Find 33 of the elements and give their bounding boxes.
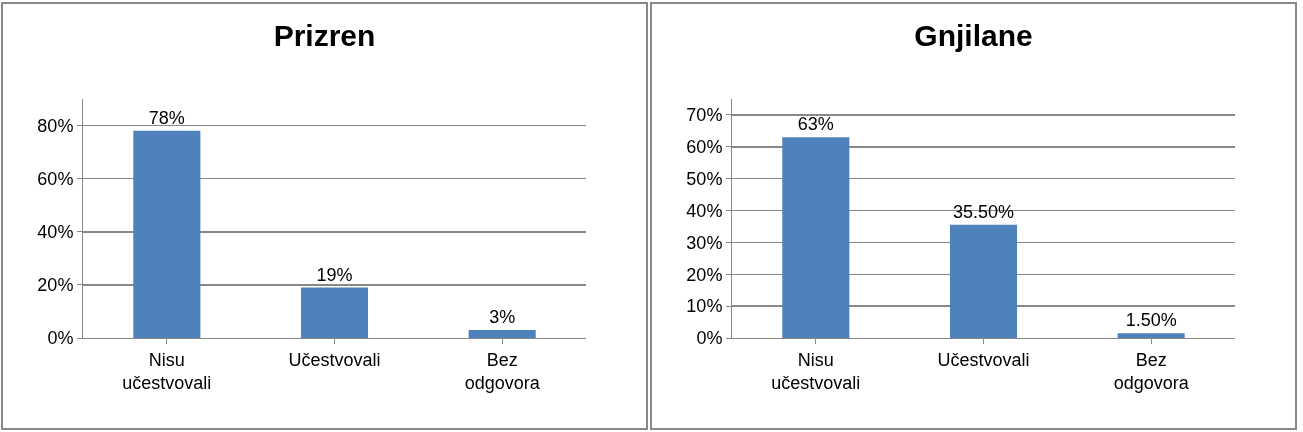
y-tick-label: 0%	[47, 328, 74, 349]
y-tick-label: 40%	[686, 200, 723, 221]
y-tick-label: 20%	[686, 264, 723, 285]
y-tick-label: 60%	[37, 168, 74, 189]
y-tick-label: 30%	[686, 232, 723, 253]
bar	[1117, 333, 1185, 338]
bar	[468, 330, 536, 338]
data-label: 1.50%	[1125, 310, 1177, 331]
x-tick-label: Učestvovali	[288, 349, 381, 370]
bar	[133, 130, 201, 338]
chart-title: Prizren	[273, 19, 376, 53]
y-tick-label: 60%	[686, 137, 723, 158]
y-tick-label: 10%	[686, 296, 723, 317]
bar	[782, 137, 850, 338]
y-tick-label: 0%	[696, 328, 723, 349]
x-tick-label: Učestvovali	[937, 349, 1030, 370]
y-tick-label: 40%	[37, 222, 74, 243]
y-tick-label: 80%	[37, 115, 74, 136]
data-label: 63%	[797, 114, 834, 135]
data-label: 19%	[316, 264, 353, 285]
data-label: 78%	[148, 107, 185, 128]
data-label: 3%	[489, 307, 516, 328]
x-tick-label: Bez odgovora	[464, 349, 541, 393]
y-tick-label: 70%	[686, 105, 723, 126]
x-tick-label: Nisu učestvovali	[122, 349, 212, 393]
y-tick-label: 50%	[686, 168, 723, 189]
data-label: 35.50%	[952, 201, 1015, 222]
y-tick-label: 20%	[37, 275, 74, 296]
x-tick-label: Nisu učestvovali	[771, 349, 861, 393]
bar	[300, 287, 369, 338]
bar	[949, 224, 1018, 338]
x-tick-label: Bez odgovora	[1113, 349, 1190, 393]
chart-title: Gnjilane	[914, 19, 1033, 53]
